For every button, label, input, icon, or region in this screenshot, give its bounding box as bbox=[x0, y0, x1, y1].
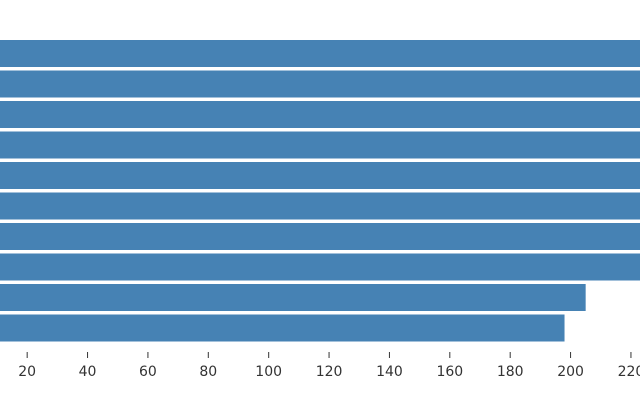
x-tick-label: 200 bbox=[557, 364, 584, 380]
bar bbox=[0, 223, 640, 250]
bar bbox=[0, 192, 640, 220]
bar bbox=[0, 70, 640, 98]
bar bbox=[0, 253, 640, 281]
bar bbox=[0, 40, 640, 67]
bar bbox=[0, 314, 565, 342]
x-tick-label: 80 bbox=[199, 364, 217, 380]
x-tick-label: 60 bbox=[139, 364, 157, 380]
x-tick-label: 120 bbox=[316, 364, 343, 380]
x-tick-label: 220 bbox=[618, 364, 640, 380]
x-tick-label: 100 bbox=[255, 364, 282, 380]
x-axis: 20 40 60 80 100 120 140 160 180 200 220 bbox=[18, 352, 640, 380]
bar bbox=[0, 131, 640, 159]
x-tick-label: 20 bbox=[18, 364, 36, 380]
x-tick-label: 140 bbox=[376, 364, 403, 380]
bar bbox=[0, 284, 586, 311]
x-tick-label: 180 bbox=[497, 364, 524, 380]
x-tick-label: 160 bbox=[436, 364, 463, 380]
x-tick-label: 40 bbox=[79, 364, 97, 380]
bar bbox=[0, 162, 640, 189]
bar-group bbox=[0, 40, 640, 342]
bar bbox=[0, 101, 640, 128]
